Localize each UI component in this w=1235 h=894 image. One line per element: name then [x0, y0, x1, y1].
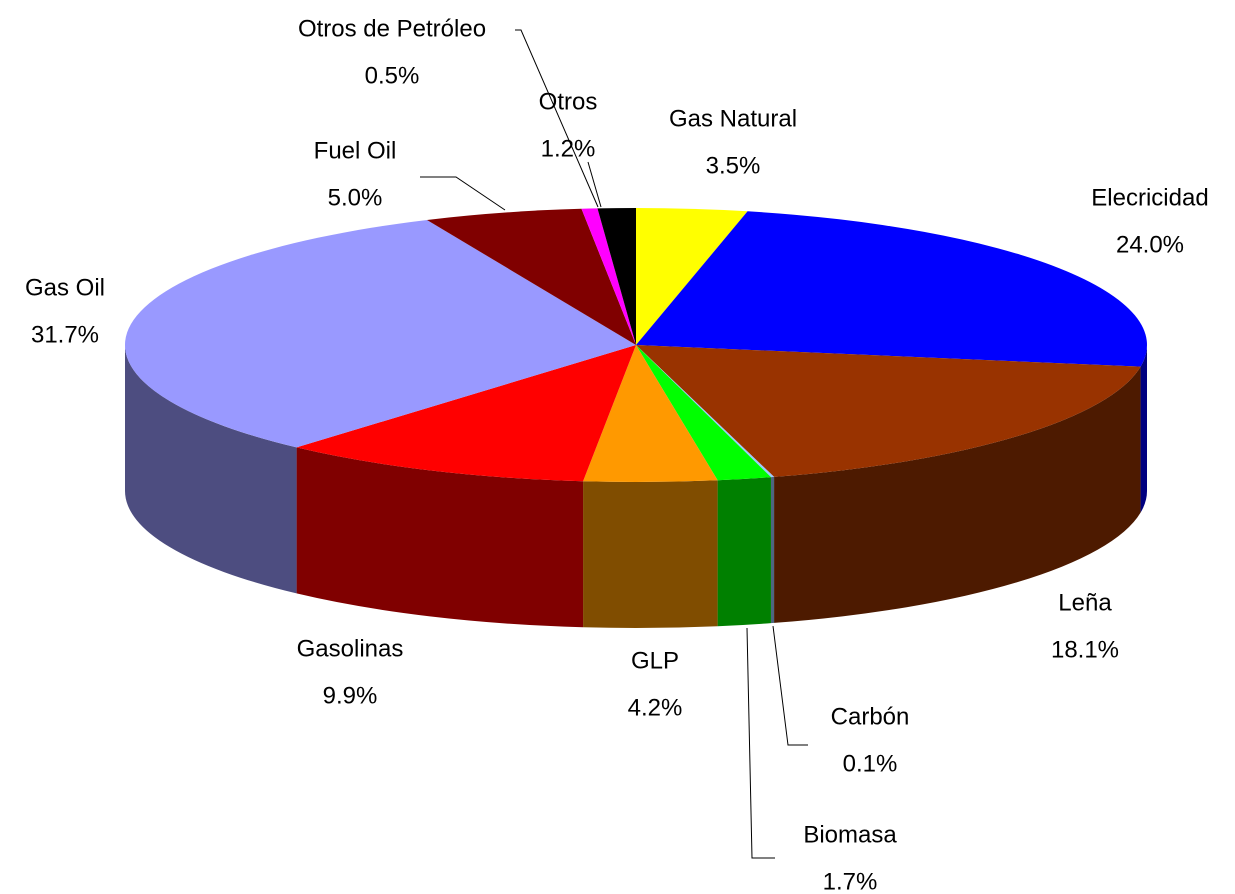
data-label-name: Otros de Petróleo [298, 15, 486, 42]
slice-side [770, 476, 775, 624]
data-label-name: Fuel Oil [314, 137, 397, 164]
slice-side [125, 345, 297, 594]
data-label-name: Elecricidad [1091, 184, 1208, 211]
data-label-name: Biomasa [803, 821, 897, 848]
slice [636, 345, 1141, 477]
slice [124, 219, 636, 448]
data-label-value: 0.5% [365, 62, 420, 89]
data-label-value: 5.0% [328, 184, 383, 211]
slice [636, 208, 748, 345]
slice-side [296, 447, 584, 628]
data-label-value: 1.2% [541, 135, 596, 162]
data-label-name: Carbón [831, 703, 910, 730]
data-label-value: 1.7% [823, 868, 878, 894]
slice-side [717, 477, 771, 627]
slice-side [1140, 345, 1147, 513]
data-label-name: Gasolinas [297, 635, 404, 662]
data-label-value: 4.2% [628, 694, 683, 721]
data-label-name: Otros [539, 88, 598, 115]
data-label-value: 31.7% [31, 321, 99, 348]
data-label-name: Gas Natural [669, 105, 797, 132]
leader-lines [420, 29, 808, 859]
slice-side [583, 480, 718, 628]
data-label-value: 3.5% [706, 152, 761, 179]
slice [583, 345, 718, 482]
data-label-name: GLP [631, 647, 679, 674]
slice [636, 211, 1147, 367]
leader-line [772, 625, 808, 746]
leader-line [587, 161, 602, 208]
leader-line [515, 29, 599, 208]
data-label-value: 9.9% [323, 682, 378, 709]
slice [636, 345, 771, 481]
data-label-name: Gas Oil [25, 274, 105, 301]
slice [296, 345, 636, 482]
data-label-name: Leña [1058, 589, 1112, 616]
slice [581, 208, 636, 345]
data-label-value: 24.0% [1116, 231, 1184, 258]
data-label-value: 18.1% [1051, 636, 1119, 663]
leader-line [746, 627, 775, 859]
leader-line [420, 176, 506, 211]
data-label-value: 0.1% [843, 750, 898, 777]
slice [426, 208, 636, 345]
slice [597, 208, 636, 345]
slice-side [774, 366, 1141, 623]
slice [636, 345, 775, 478]
